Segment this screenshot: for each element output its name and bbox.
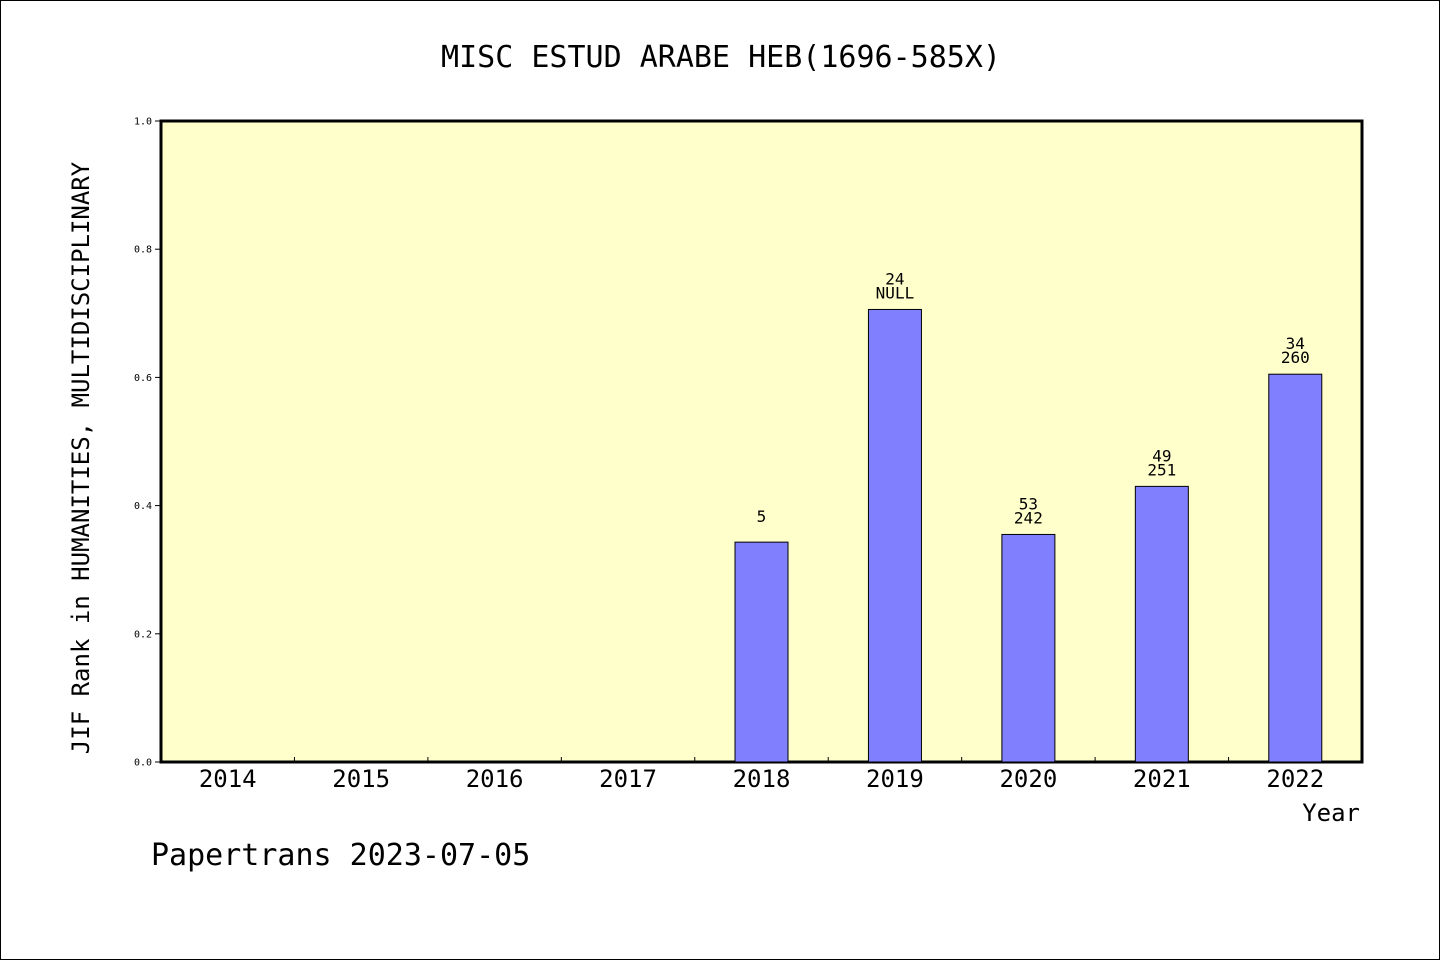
bar-2018	[734, 541, 789, 763]
bar-label-rank: 49	[1152, 446, 1171, 465]
y-tick-label: 0.8	[134, 245, 152, 256]
x-axis-ticks: 2014 2015 2016 2017 2018 2019 2020 2021 2022	[199, 757, 1324, 793]
footer-credit: Papertrans 2023-07-05	[151, 838, 530, 873]
bar-label-total: 260	[1281, 348, 1310, 367]
bar-label-total: 242	[1014, 508, 1043, 527]
bar-2020	[1001, 533, 1056, 763]
bar-label-total: 251	[1147, 460, 1176, 479]
bars	[734, 308, 1323, 763]
y-tick-label: 0.6	[134, 373, 152, 384]
bar-2019	[867, 308, 922, 763]
x-tick-label: 2022	[1266, 765, 1324, 793]
x-tick-label: 2018	[733, 765, 791, 793]
bar-label-rank: 5	[757, 507, 767, 526]
y-tick-label: 0.2	[134, 629, 152, 640]
x-tick-label: 2020	[999, 765, 1057, 793]
x-tick-label: 2014	[199, 765, 257, 793]
y-tick-label: 0.0	[134, 758, 152, 769]
y-tick-label: 1.0	[134, 117, 152, 128]
bar-2021	[1134, 485, 1189, 763]
bar-label-rank: 34	[1286, 334, 1305, 353]
bar-label-rank: 53	[1019, 494, 1038, 513]
y-axis-label: JIF Rank in HUMANITIES, MULTIDISCIPLINAR…	[67, 161, 95, 754]
x-axis-label: Year	[1302, 799, 1360, 827]
x-tick-label: 2016	[466, 765, 524, 793]
x-tick-label: 2015	[332, 765, 390, 793]
bar-2022	[1268, 373, 1323, 763]
bar-label-total: NULL	[876, 283, 915, 302]
x-tick-label: 2019	[866, 765, 924, 793]
x-tick-label: 2021	[1133, 765, 1191, 793]
x-tick-label: 2017	[599, 765, 657, 793]
y-axis-ticks: 0.0 0.2 0.4 0.6 0.8 1.0	[134, 117, 161, 769]
y-tick-label: 0.4	[134, 501, 152, 512]
bar-label-rank: 24	[885, 269, 904, 288]
chart-title: MISC ESTUD ARABE HEB(1696-585X)	[441, 40, 1001, 75]
